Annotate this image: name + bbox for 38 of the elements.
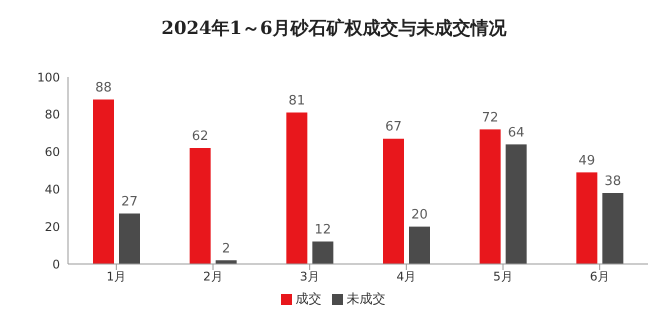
data-label: 64 (508, 125, 524, 140)
data-label: 2 (222, 241, 230, 256)
x-tick-label: 6月 (590, 270, 610, 284)
data-label: 49 (578, 153, 596, 168)
data-label: 81 (288, 94, 306, 109)
data-label: 38 (604, 174, 622, 189)
x-tick-label: 1月 (106, 270, 126, 284)
bar (480, 129, 501, 264)
data-label: 20 (411, 208, 428, 223)
bar (409, 226, 430, 264)
data-label: 62 (192, 129, 208, 144)
bar (286, 112, 308, 264)
bar (506, 144, 527, 264)
bar (93, 99, 114, 264)
y-tick-label: 20 (44, 220, 60, 234)
y-tick-label: 80 (44, 108, 60, 122)
bar (312, 242, 334, 264)
bar (190, 148, 211, 264)
y-tick-label: 0 (52, 257, 60, 272)
bar (119, 214, 140, 264)
data-label: 72 (482, 110, 498, 126)
x-tick-label: 4月 (396, 270, 416, 284)
bar (576, 172, 598, 264)
bar (383, 138, 404, 264)
bar (602, 192, 624, 264)
legend-label: 成交 (296, 292, 322, 307)
x-tick-label: 2月 (203, 270, 223, 284)
data-label: 67 (385, 120, 402, 135)
y-tick-label: 60 (44, 145, 60, 160)
x-tick-label: 5月 (493, 270, 513, 284)
chart-title: 2024年1～6月砂石矿权成交与未成交情况 (160, 17, 508, 41)
x-tick-label: 3月 (300, 270, 320, 284)
y-tick-label: 100 (37, 70, 60, 84)
data-label: 27 (121, 194, 138, 210)
data-label: 88 (95, 80, 112, 96)
data-label: 12 (314, 222, 332, 238)
y-tick-label: 40 (44, 182, 60, 196)
legend-label: 未成交 (346, 292, 386, 307)
